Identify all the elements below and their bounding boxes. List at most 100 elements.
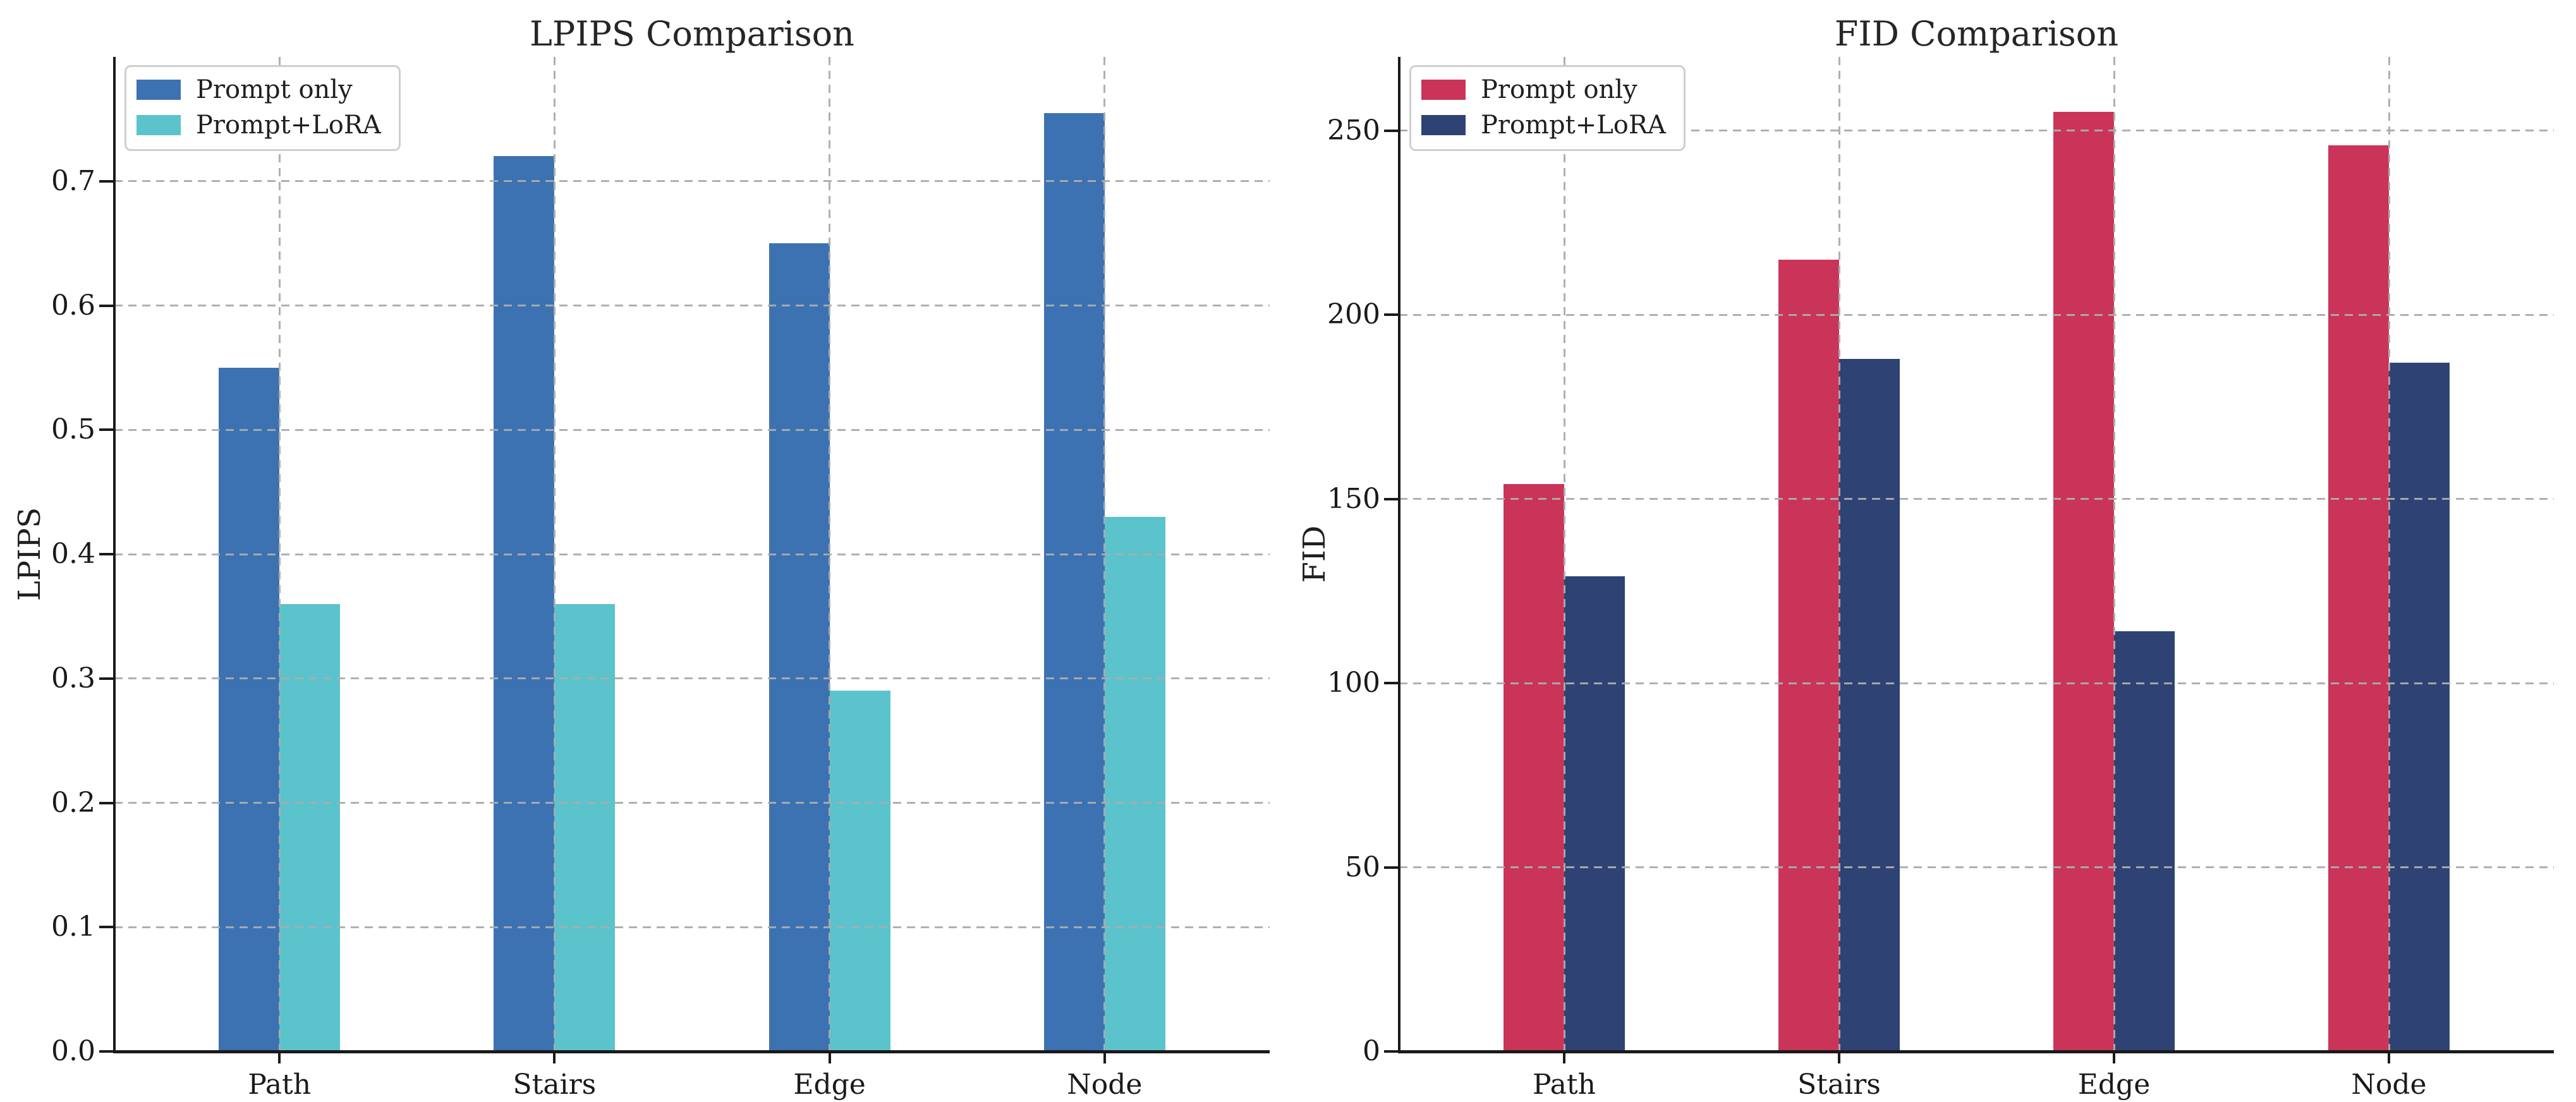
x-tick (1838, 1053, 1840, 1063)
x-tick (2388, 1053, 2390, 1063)
legend-item: Prompt+LoRA (1421, 110, 1666, 140)
x-tick-label: Path (248, 1069, 312, 1101)
grid-line-horizontal (114, 305, 1270, 306)
y-tick-label: 250 (1327, 114, 1380, 147)
lpips-chart: LPIPS Comparison LPIPS 0.0 0.1 0.2 0.3 0.4 0.… (12, 15, 1270, 1101)
bar-prompt-lora-path (1564, 576, 1625, 1051)
y-tick-label: 200 (1327, 298, 1380, 331)
x-tick-label: Stairs (513, 1069, 597, 1101)
grid-line-vertical (1103, 57, 1106, 1051)
y-axis-label: FID (1297, 525, 1332, 583)
y-tick (1384, 1050, 1398, 1053)
legend-label: Prompt+LoRA (1481, 111, 1666, 140)
x-tick-label: Node (2351, 1069, 2427, 1101)
grid-line-horizontal (1399, 866, 2554, 869)
y-tick-label: 0.1 (51, 911, 95, 943)
y-tick (99, 304, 113, 307)
grid-line-horizontal (114, 553, 1270, 555)
x-axis-spine (1398, 1050, 2554, 1053)
chart-title: LPIPS Comparison (530, 14, 854, 54)
y-tick (99, 1050, 113, 1053)
y-tick (99, 801, 113, 804)
legend-item: Prompt only (137, 75, 381, 105)
bar-prompt-only-edge (2053, 112, 2114, 1051)
y-tick-label: 0.2 (51, 786, 95, 819)
plot-area: 0 50 100 150 200 250 Path Stairs Edge Node Prompt … (1327, 57, 2554, 1101)
grid-line-horizontal (114, 926, 1270, 928)
x-tick (1103, 1053, 1106, 1063)
y-tick (1384, 129, 1398, 132)
y-tick-label: 0.6 (51, 289, 95, 322)
bar-prompt-lora-stairs (554, 603, 616, 1051)
y-tick (99, 428, 113, 432)
legend-swatch (137, 80, 181, 100)
x-tick-label: Stairs (1797, 1069, 1881, 1101)
y-tick (99, 926, 113, 929)
bar-prompt-only-edge (769, 243, 830, 1051)
y-tick (1384, 313, 1398, 317)
grid-line-vertical (553, 57, 556, 1051)
y-tick-label: 0.4 (51, 538, 95, 570)
legend-swatch (1421, 80, 1466, 100)
grid-line-horizontal (1399, 130, 2554, 132)
grid-line-horizontal (1399, 682, 2554, 684)
grid-line-horizontal (114, 802, 1270, 804)
x-tick (2113, 1053, 2115, 1063)
y-tick (1384, 682, 1398, 685)
y-tick-label: 0.5 (51, 413, 95, 446)
x-tick (1563, 1053, 1565, 1063)
x-tick (278, 1053, 281, 1063)
chart-title: FID Comparison (1834, 14, 2119, 54)
legend-item: Prompt only (1421, 75, 1666, 105)
bar-prompt-lora-path (279, 603, 341, 1051)
x-tick-label: Path (1533, 1069, 1596, 1101)
grid-line-vertical (2388, 57, 2390, 1051)
grid-line-vertical (278, 57, 281, 1051)
y-tick (1384, 866, 1398, 869)
y-tick-label: 100 (1327, 667, 1380, 699)
grid-line-vertical (1563, 57, 1565, 1051)
y-tick-label: 150 (1327, 482, 1380, 515)
y-axis-spine (113, 57, 116, 1053)
bar-prompt-only-node (1043, 112, 1105, 1051)
bar-prompt-lora-node (1104, 516, 1165, 1051)
y-tick (99, 553, 113, 555)
grid-line-horizontal (114, 180, 1270, 183)
legend-label: Prompt+LoRA (196, 111, 381, 140)
legend-item: Prompt+LoRA (137, 110, 381, 140)
x-tick-label: Edge (2077, 1069, 2151, 1101)
grid-line-vertical (2113, 57, 2115, 1051)
y-tick (99, 677, 113, 680)
bar-prompt-only-path (219, 367, 280, 1051)
bar-prompt-lora-edge (829, 691, 890, 1051)
x-tick (828, 1053, 831, 1063)
legend-swatch (137, 115, 181, 135)
y-tick-label: 0.7 (51, 164, 95, 197)
legend: Prompt only Prompt+LoRA (1409, 65, 1686, 151)
legend-label: Prompt only (1481, 75, 1637, 104)
fid-chart: FID Comparison FID 0 50 100 150 200 250 Path St… (1297, 15, 2554, 1101)
bar-prompt-lora-node (2389, 362, 2450, 1051)
grid-line-horizontal (114, 677, 1270, 680)
grid-line-horizontal (114, 428, 1270, 431)
x-tick (553, 1053, 556, 1063)
y-tick-label: 50 (1345, 851, 1380, 883)
x-tick-label: Node (1067, 1069, 1143, 1101)
y-axis-spine (1398, 57, 1400, 1053)
bar-prompt-only-stairs (494, 156, 555, 1051)
grid-line-vertical (829, 57, 831, 1051)
y-tick (99, 179, 113, 183)
grid-line-horizontal (1399, 313, 2554, 316)
legend: Prompt only Prompt+LoRA (125, 65, 401, 151)
bar-prompt-lora-stairs (1839, 359, 1900, 1051)
x-tick-label: Edge (793, 1069, 866, 1101)
legend-label: Prompt only (196, 75, 353, 104)
legend-swatch (1421, 115, 1466, 135)
grid-line-vertical (1838, 57, 1840, 1051)
bar-prompt-only-stairs (1778, 259, 1839, 1051)
y-tick-label: 0.0 (51, 1035, 95, 1067)
plot-area: 0.0 0.1 0.2 0.3 0.4 0.5 0.6 0.7 Path Stairs Edge No… (51, 57, 1270, 1101)
bar-prompt-only-node (2328, 145, 2389, 1051)
y-tick (1384, 497, 1398, 500)
